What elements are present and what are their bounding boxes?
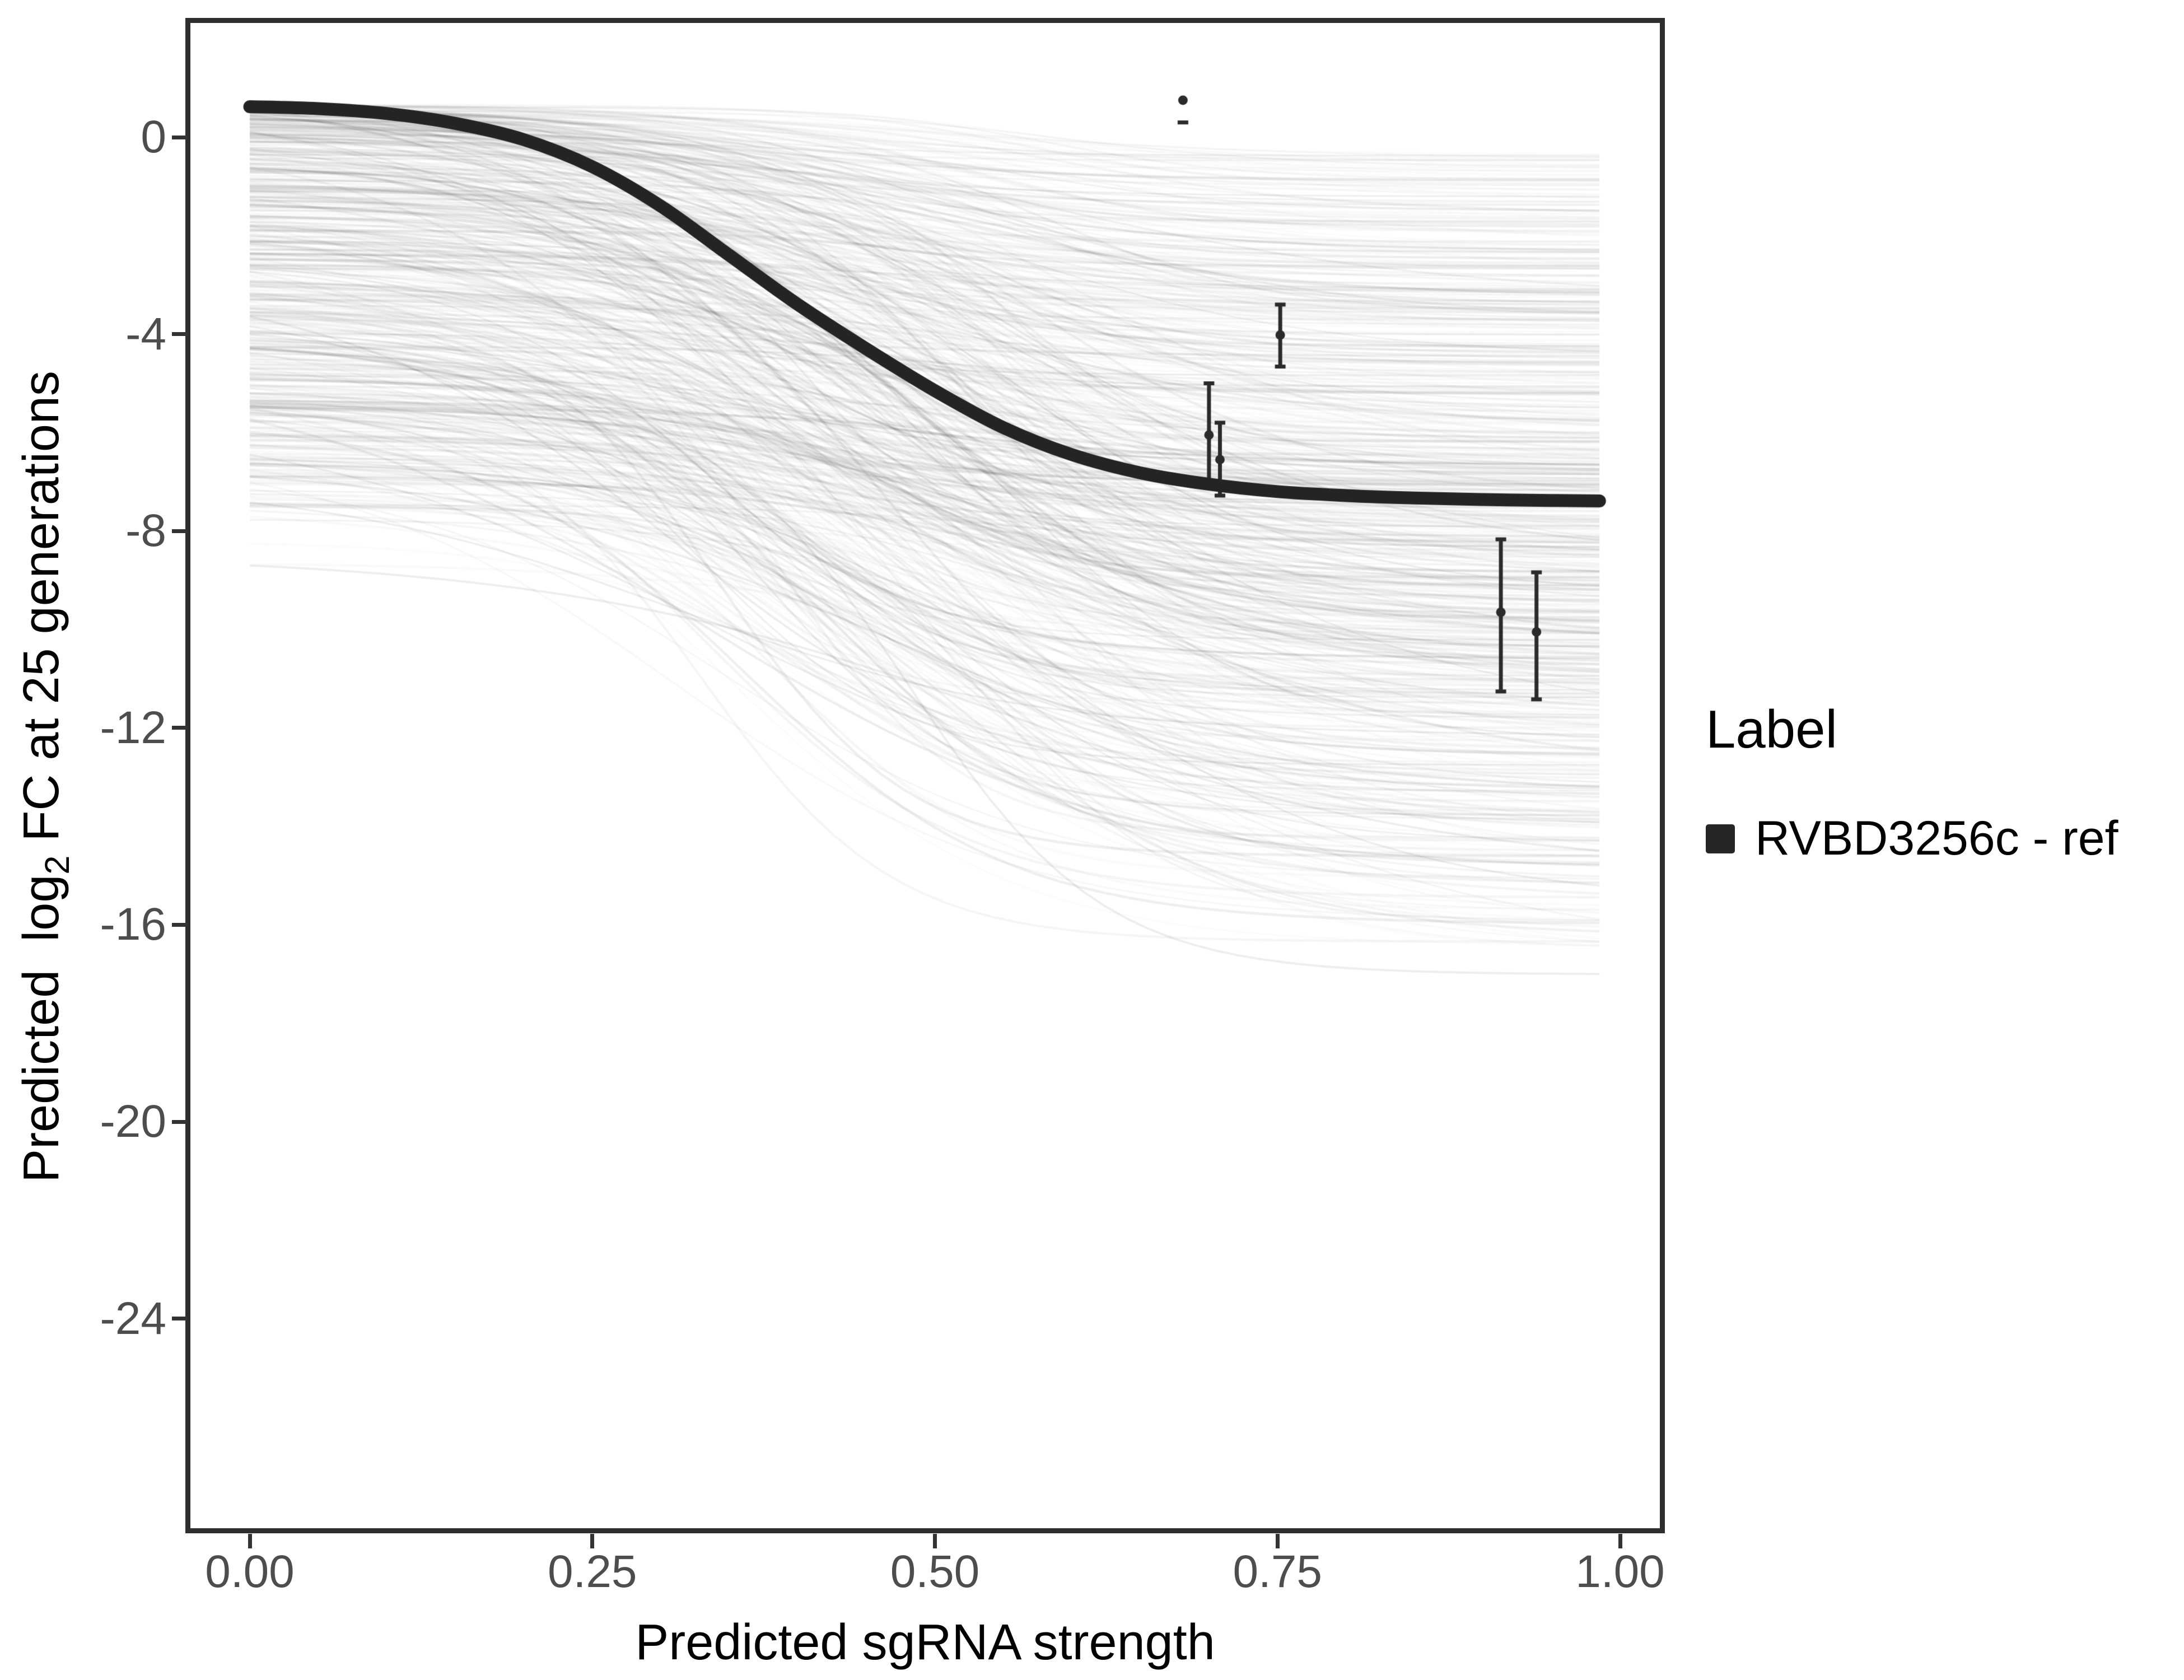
y-axis-title-prefix: Predicted log: [13, 874, 69, 1183]
y-tick-mark-6: [172, 1317, 188, 1321]
y-tick-label-3: -12: [100, 702, 166, 753]
y-tick-label-5: -20: [100, 1096, 166, 1147]
y-tick-label-2: -8: [125, 505, 166, 557]
y-tick-label-1: -4: [125, 308, 166, 360]
x-tick-label-4: 1.00: [1575, 1546, 1665, 1597]
x-axis-title: Predicted sgRNA strength: [635, 1614, 1215, 1670]
x-tick-label-3: 0.75: [1233, 1546, 1323, 1597]
plot-canvas: [188, 20, 1663, 1531]
legend-entry: RVBD3256c - ref: [1706, 811, 2118, 866]
y-tick-mark-3: [172, 726, 188, 730]
log-subscript: 2: [38, 855, 76, 875]
y-tick-label-0: 0: [141, 111, 166, 162]
x-tick-mark-4: [1618, 1534, 1622, 1548]
x-tick-mark-0: [248, 1534, 252, 1548]
x-tick-mark-1: [590, 1534, 595, 1548]
y-tick-mark-0: [172, 135, 188, 139]
x-tick-label-1: 0.25: [547, 1546, 637, 1597]
x-tick-mark-2: [933, 1534, 937, 1548]
y-tick-label-4: -16: [100, 899, 166, 950]
y-axis-title: Predicted log2 FC at 25 generations: [13, 245, 77, 1309]
legend-key-swatch: [1706, 824, 1735, 853]
y-tick-label-6: -24: [100, 1292, 166, 1344]
y-tick-mark-4: [172, 922, 188, 927]
y-tick-mark-5: [172, 1119, 188, 1124]
x-tick-mark-3: [1275, 1534, 1280, 1548]
x-tick-label-2: 0.50: [890, 1546, 980, 1597]
legend-title: Label: [1706, 699, 1837, 759]
y-tick-mark-2: [172, 529, 188, 533]
x-tick-label-0: 0.00: [205, 1546, 295, 1597]
legend: Label RVBD3256c - ref: [1706, 699, 2118, 866]
y-axis-title-suffix: FC at 25 generations: [13, 371, 69, 856]
y-tick-mark-1: [172, 332, 188, 337]
legend-entry-label: RVBD3256c - ref: [1755, 811, 2118, 865]
